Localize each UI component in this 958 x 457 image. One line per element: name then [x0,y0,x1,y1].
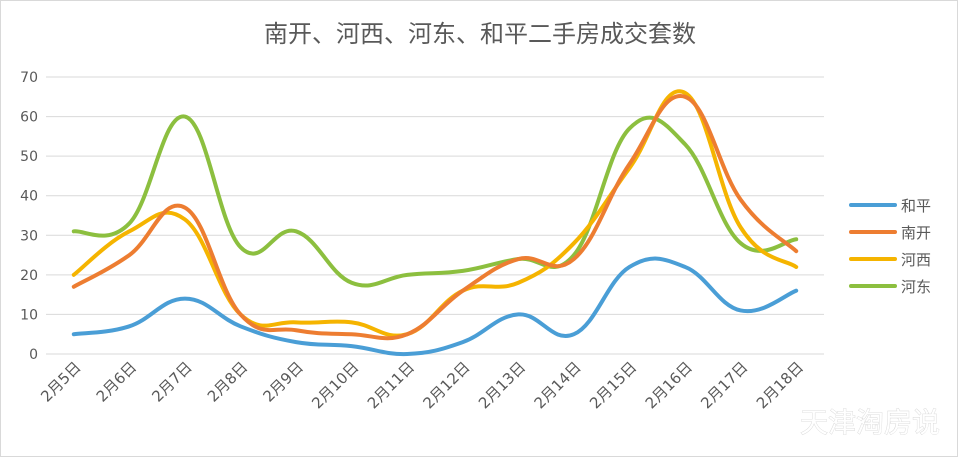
x-tick-label: 2月12日 [419,358,473,412]
y-tick-label: 20 [20,268,38,284]
legend-label[interactable]: 河西 [901,251,931,269]
y-tick-label: 70 [20,70,38,86]
watermark-text: 天津淘房说 [800,406,940,439]
x-axis-ticks: 2月5日 2月6日 2月7日 2月8日 2月9日 2月10日 2月11日 2月12日 2月13日… [37,358,807,412]
x-tick-label: 2月11日 [364,358,418,412]
x-tick-label: 2月6日 [93,358,140,405]
legend-label[interactable]: 和平 [901,197,931,215]
y-tick-label: 50 [20,149,38,165]
x-tick-label: 2月8日 [204,358,251,405]
x-tick-label: 2月13日 [475,358,529,412]
y-tick-label: 60 [20,110,38,126]
legend-label[interactable]: 南开 [901,224,931,242]
x-tick-label: 2月5日 [37,358,84,405]
y-tick-label: 0 [29,347,38,363]
y-tick-label: 30 [20,228,38,244]
y-tick-label: 40 [20,189,38,205]
y-axis-ticks: 0 10 20 30 40 50 60 70 [20,70,38,363]
legend-label[interactable]: 河东 [901,278,931,296]
x-tick-label: 2月17日 [697,358,751,412]
series-line-3 [71,114,799,288]
x-tick-label: 2月15日 [586,358,640,412]
x-tick-label: 2月18日 [753,358,807,412]
x-tick-label: 2月14日 [531,358,585,412]
series-lines [71,89,799,357]
x-tick-label: 2月10日 [308,358,362,412]
y-tick-label: 10 [20,307,38,323]
series-line-1 [71,94,799,341]
x-tick-label: 2月16日 [642,358,696,412]
chart-title: 南开、河西、河东、和平二手房成交套数 [264,20,696,48]
x-tick-label: 2月7日 [148,358,195,405]
series-line-0 [71,256,799,357]
x-tick-label: 2月9日 [259,358,306,405]
